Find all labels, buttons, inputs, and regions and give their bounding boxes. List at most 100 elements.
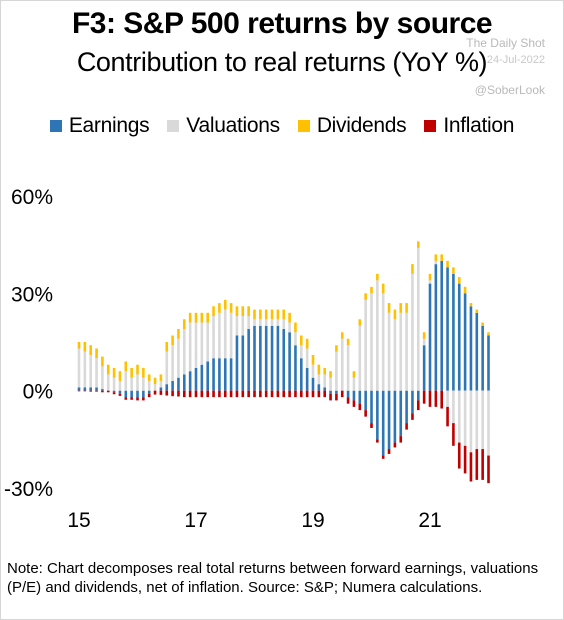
- chart-subtitle: Contribution to real returns (YoY %): [76, 47, 488, 77]
- bar-segment-inflation: [206, 390, 209, 398]
- bar-segment-valuations: [259, 319, 262, 326]
- bar-segment-earnings: [259, 325, 262, 391]
- bar-segment-dividends: [253, 309, 256, 320]
- legend-item-valuations: Valuations: [167, 114, 280, 138]
- bar-segment-valuations: [411, 273, 414, 391]
- bar-segment-dividends: [358, 319, 362, 326]
- bar-segment-dividends: [487, 332, 490, 336]
- x-tick-label: 15: [67, 509, 90, 532]
- bar-segment-dividends: [106, 364, 110, 375]
- bar-segment-valuations: [142, 377, 145, 391]
- bar-segment-dividends: [124, 361, 128, 372]
- bar-segment-valuations: [434, 260, 438, 265]
- bar-segment-earnings: [405, 390, 408, 424]
- bar-segment-dividends: [300, 335, 303, 346]
- bar-segment-inflation: [329, 393, 332, 401]
- bar-segment-inflation: [259, 390, 262, 398]
- bar-segment-earnings: [218, 358, 221, 391]
- bar-segment-earnings: [171, 380, 174, 391]
- bar-segment-valuations: [235, 316, 239, 336]
- bar-segment-inflation: [381, 455, 385, 459]
- bar-segment-inflation: [305, 390, 309, 398]
- bar-segment-dividends: [463, 286, 467, 294]
- bar-segment-earnings: [411, 390, 414, 414]
- bar-segment-inflation: [358, 403, 362, 411]
- x-tick-label: 21: [418, 509, 441, 532]
- bar-segment-inflation: [194, 390, 198, 398]
- bar-segment-earnings: [83, 387, 87, 391]
- bar-segment-earnings: [376, 390, 379, 440]
- bar-segment-dividends: [101, 356, 104, 367]
- bar-segment-inflation: [282, 390, 286, 398]
- bar-segment-earnings: [294, 345, 297, 391]
- bar-segment-valuations: [101, 366, 104, 390]
- bar-segment-valuations: [428, 280, 432, 284]
- bar-segment-earnings: [77, 387, 81, 391]
- bar-segment-dividends: [305, 338, 309, 349]
- legend-label-valuations: Valuations: [186, 114, 280, 137]
- bar-segment-inflation: [241, 390, 245, 398]
- bar-segment-valuations: [463, 390, 467, 446]
- bar-segment-valuations: [475, 390, 479, 450]
- bar-segment-dividends: [381, 283, 385, 294]
- watermark-date: 24-Jul-2022: [486, 54, 545, 66]
- bar-segment-inflation: [440, 390, 443, 409]
- bar-segment-dividends: [387, 303, 391, 313]
- bar-segment-valuations: [270, 319, 274, 326]
- bar-segment-dividends: [89, 345, 92, 355]
- bar-segment-earnings: [352, 390, 356, 401]
- bar-segment-earnings: [311, 377, 315, 391]
- bar-segment-earnings: [428, 283, 432, 391]
- bar-segment-dividends: [130, 367, 133, 378]
- bar-segment-inflation: [393, 442, 397, 448]
- watermark-handle: @SoberLook: [474, 83, 545, 97]
- bar-segment-inflation: [147, 393, 151, 398]
- bar-segment-inflation: [463, 445, 467, 474]
- bar-segment-valuations: [264, 319, 268, 326]
- bar-segment-dividends: [200, 312, 204, 323]
- bar-segment-inflation: [165, 390, 169, 396]
- y-tick-label: 60%: [11, 186, 53, 209]
- bar-segment-earnings: [183, 374, 186, 391]
- bar-segment-earnings: [206, 361, 209, 391]
- bar-segment-valuations: [200, 322, 204, 365]
- bar-segment-valuations: [305, 348, 309, 368]
- bar-segment-valuations: [130, 377, 133, 391]
- bar-segment-dividends: [270, 309, 274, 320]
- watermark-source: The Daily Shot: [466, 36, 545, 50]
- bar-segment-inflation: [370, 423, 373, 428]
- bar-segment-valuations: [288, 322, 291, 333]
- bar-segment-inflation: [452, 423, 455, 446]
- chart-note: Note: Chart decomposes real total return…: [7, 560, 539, 596]
- bar-segment-valuations: [183, 329, 186, 375]
- bar-segment-inflation: [83, 390, 87, 392]
- bar-segment-dividends: [399, 303, 403, 313]
- bar-segment-inflation: [475, 449, 479, 480]
- bar-segment-inflation: [106, 390, 110, 393]
- chart-plot: 60% 30% 0% -30% 15 17 19 21: [4, 186, 490, 532]
- bar-segment-dividends: [294, 322, 297, 333]
- bar-segment-inflation: [200, 390, 204, 398]
- bar-segment-dividends: [177, 329, 180, 339]
- bar-segment-valuations: [399, 312, 403, 391]
- bar-segment-inflation: [399, 436, 403, 443]
- bar-segment-valuations: [83, 351, 87, 388]
- x-tick-label: 17: [184, 509, 207, 532]
- bar-segment-earnings: [270, 325, 274, 391]
- bar-segment-dividends: [235, 306, 239, 317]
- bar-segment-earnings: [124, 390, 128, 398]
- bar-segment-dividends: [452, 267, 455, 274]
- bar-segment-inflation: [112, 392, 116, 395]
- bar-segment-earnings: [335, 390, 338, 394]
- bar-segment-dividends: [352, 371, 356, 378]
- bar-segment-inflation: [136, 397, 139, 401]
- bar-segment-inflation: [364, 410, 367, 417]
- bar-segment-dividends: [446, 260, 449, 268]
- bar-segment-earnings: [288, 332, 291, 391]
- bar-segment-dividends: [329, 371, 332, 378]
- bar-segment-earnings: [387, 390, 391, 450]
- legend-item-earnings: Earnings: [49, 114, 150, 138]
- bar-segment-valuations: [340, 338, 344, 391]
- bar-segment-valuations: [212, 316, 215, 359]
- legend-label-dividends: Dividends: [316, 114, 407, 137]
